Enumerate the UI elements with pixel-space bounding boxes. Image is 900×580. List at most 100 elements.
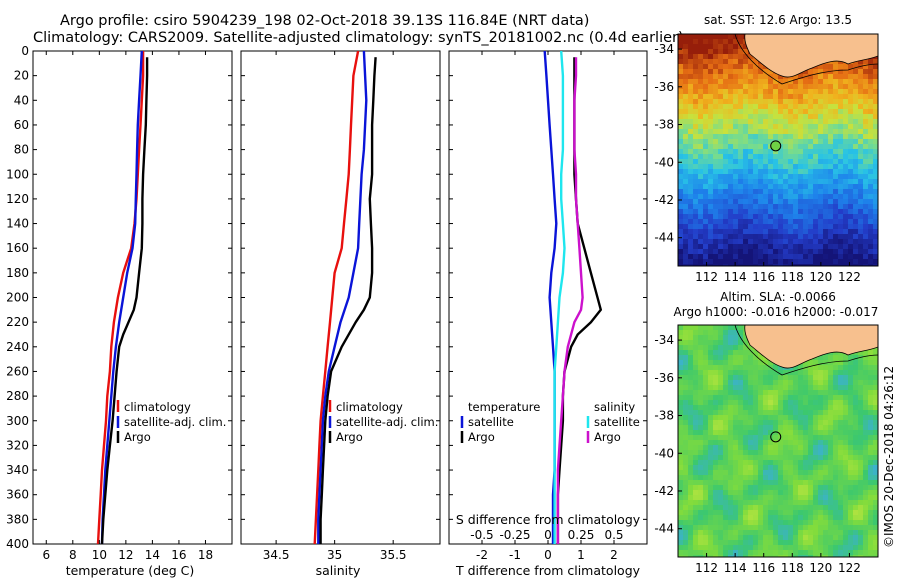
map-cell: [753, 229, 759, 235]
map-cell: [853, 224, 859, 230]
map-cell: [713, 194, 719, 200]
map-cell: [748, 355, 754, 361]
map-cell: [698, 405, 704, 411]
map-cell: [718, 264, 724, 266]
map-cell: [743, 139, 749, 145]
map-cell: [838, 440, 844, 446]
map-cell: [758, 149, 764, 155]
map-cell: [808, 420, 814, 426]
map-cell: [813, 104, 819, 110]
map-cell: [688, 184, 694, 190]
map-cell: [733, 79, 739, 85]
map-cell: [733, 405, 739, 411]
map-cell: [798, 219, 804, 225]
map-cell: [713, 550, 719, 556]
map-cell: [733, 435, 739, 441]
map-cell: [733, 239, 739, 245]
map-cell: [833, 490, 839, 496]
map-cell: [718, 64, 724, 70]
map-cell: [793, 530, 799, 536]
map-cell: [783, 259, 789, 265]
y-tick-label: 360: [6, 488, 29, 502]
map-cell: [708, 370, 714, 376]
map-cell: [743, 390, 749, 396]
map-cell: [858, 420, 864, 426]
map-cell: [783, 204, 789, 210]
map-cell: [698, 164, 704, 170]
map-cell: [793, 525, 799, 531]
map-cell: [798, 515, 804, 521]
map-cell: [713, 530, 719, 536]
map-cell: [678, 450, 684, 456]
map-cell: [833, 350, 839, 356]
map-cell: [703, 370, 709, 376]
map-cell: [713, 435, 719, 441]
map-cell: [798, 495, 804, 501]
map-cell: [833, 515, 839, 521]
map-cell: [683, 385, 689, 391]
map-cell: [683, 224, 689, 230]
map-cell: [693, 515, 699, 521]
map-cell: [828, 495, 834, 501]
map-cell: [828, 525, 834, 531]
map-cell: [868, 259, 874, 265]
map-cell: [688, 385, 694, 391]
map-cell: [713, 465, 719, 471]
map-cell: [793, 229, 799, 235]
map-cell: [833, 239, 839, 245]
map-cell: [798, 520, 804, 526]
map-cell: [748, 184, 754, 190]
map-cell: [713, 485, 719, 491]
map-cell: [713, 500, 719, 506]
map-cell: [858, 194, 864, 200]
map-cell: [683, 154, 689, 160]
map-cell: [743, 355, 749, 361]
map-cell: [798, 420, 804, 426]
map-cell: [713, 450, 719, 456]
map-cell: [698, 445, 704, 451]
map-cell: [848, 405, 854, 411]
map-cell: [773, 174, 779, 180]
map-cell: [793, 445, 799, 451]
map-cell: [723, 59, 729, 65]
map-cell: [678, 264, 684, 266]
map-cell: [683, 264, 689, 266]
map-cell: [738, 375, 744, 381]
map-cell: [688, 370, 694, 376]
map-cell: [833, 395, 839, 401]
map-cell: [748, 435, 754, 441]
map-cell: [763, 174, 769, 180]
map-cell: [688, 174, 694, 180]
map-cell: [823, 259, 829, 265]
map-cell: [818, 169, 824, 175]
map-cell: [833, 485, 839, 491]
map-cell: [873, 259, 878, 265]
map-cell: [853, 425, 859, 431]
map-cell: [848, 89, 854, 95]
map-cell: [863, 380, 869, 386]
map-cell: [758, 435, 764, 441]
map-cell: [683, 214, 689, 220]
map-cell: [763, 164, 769, 170]
map-cell: [693, 94, 699, 100]
map-cell: [693, 410, 699, 416]
map-cell: [688, 345, 694, 351]
map-cell: [758, 420, 764, 426]
map-cell: [823, 224, 829, 230]
map-cell: [733, 264, 739, 266]
map-cell: [768, 555, 774, 557]
map-cell: [738, 209, 744, 215]
map-cell: [703, 450, 709, 456]
map-cell: [773, 164, 779, 170]
map-cell: [743, 420, 749, 426]
map-cell: [723, 480, 729, 486]
map-cell: [723, 124, 729, 130]
map-cell: [813, 69, 819, 75]
map-cell: [818, 430, 824, 436]
map-cell: [723, 330, 729, 336]
map-cell: [678, 219, 684, 225]
map-cell: [868, 510, 874, 516]
map-cell: [708, 44, 714, 50]
map-cell: [858, 350, 864, 356]
difference-salinity-legend: salinity satellite Argo: [586, 400, 640, 444]
